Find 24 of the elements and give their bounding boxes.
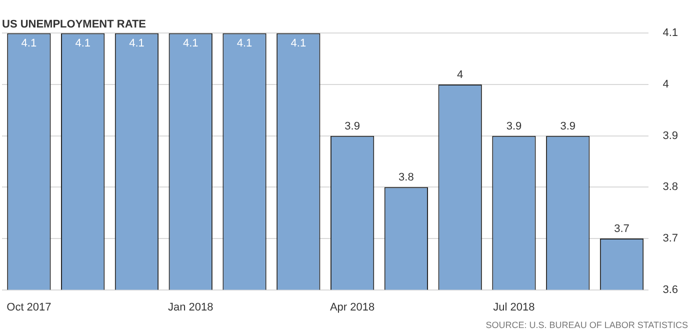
- y-tick-label: 3.7: [662, 232, 678, 245]
- data-label: 3.9: [560, 120, 576, 132]
- x-tick-label: Jan 2018: [168, 301, 214, 314]
- y-tick-label: 3.9: [662, 130, 678, 142]
- chart-title: US UNEMPLOYMENT RATE: [2, 18, 146, 31]
- x-tick-label: Oct 2017: [6, 301, 52, 314]
- data-label: 3.9: [344, 120, 360, 132]
- x-tick-label: Jul 2018: [493, 301, 535, 314]
- y-tick-label: 3.8: [662, 181, 678, 194]
- data-label: 4.1: [75, 38, 90, 50]
- y-tick-label: 4: [662, 78, 669, 91]
- x-tick-label: Apr 2018: [330, 301, 375, 314]
- y-tick-label: 4.1: [662, 27, 678, 40]
- data-label: 4.1: [21, 38, 37, 50]
- data-label: 3.7: [614, 223, 630, 236]
- data-label: 4.1: [129, 38, 144, 50]
- data-label: 4.1: [290, 38, 306, 50]
- data-label: 4: [457, 69, 464, 82]
- data-label: 4.1: [236, 38, 252, 50]
- data-label: 4.1: [182, 38, 198, 50]
- data-label: 3.8: [398, 172, 414, 184]
- source-note: SOURCE: U.S. BUREAU OF LABOR STATISTICS: [486, 320, 688, 330]
- y-tick-label: 3.6: [662, 284, 678, 296]
- data-label: 3.9: [506, 120, 522, 132]
